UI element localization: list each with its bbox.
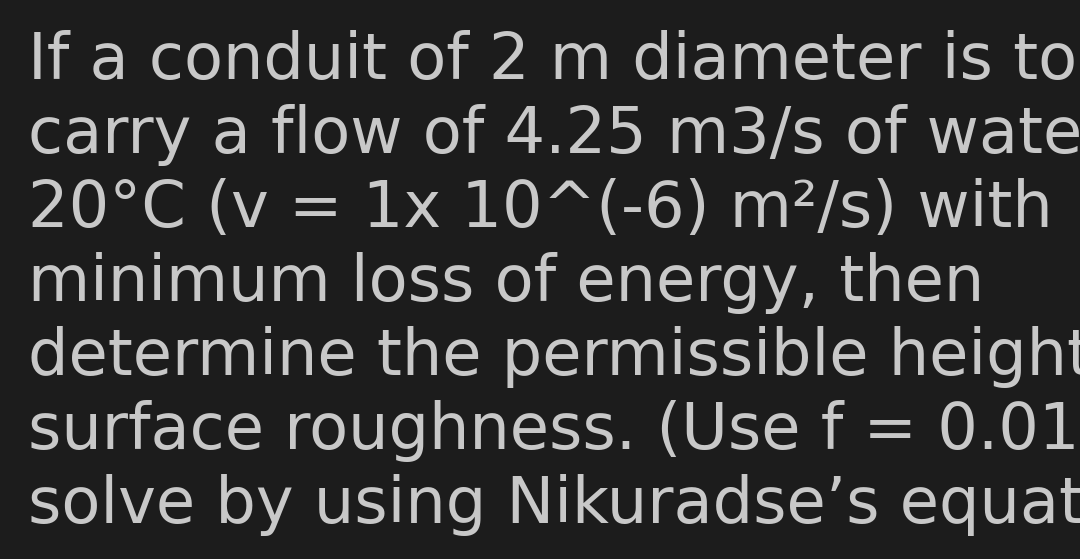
Text: surface roughness. (Use f = 0.01 and: surface roughness. (Use f = 0.01 and: [28, 400, 1080, 462]
Text: If a conduit of 2 m diameter is to: If a conduit of 2 m diameter is to: [28, 30, 1077, 92]
Text: minimum loss of energy, then: minimum loss of energy, then: [28, 252, 984, 314]
Text: carry a flow of 4.25 m3/s of water at: carry a flow of 4.25 m3/s of water at: [28, 104, 1080, 166]
Text: solve by using Nikuradse’s equation): solve by using Nikuradse’s equation): [28, 474, 1080, 536]
Text: 20°C (v = 1x 10^(-6) m²/s) with: 20°C (v = 1x 10^(-6) m²/s) with: [28, 178, 1053, 240]
Text: determine the permissible height of: determine the permissible height of: [28, 326, 1080, 388]
